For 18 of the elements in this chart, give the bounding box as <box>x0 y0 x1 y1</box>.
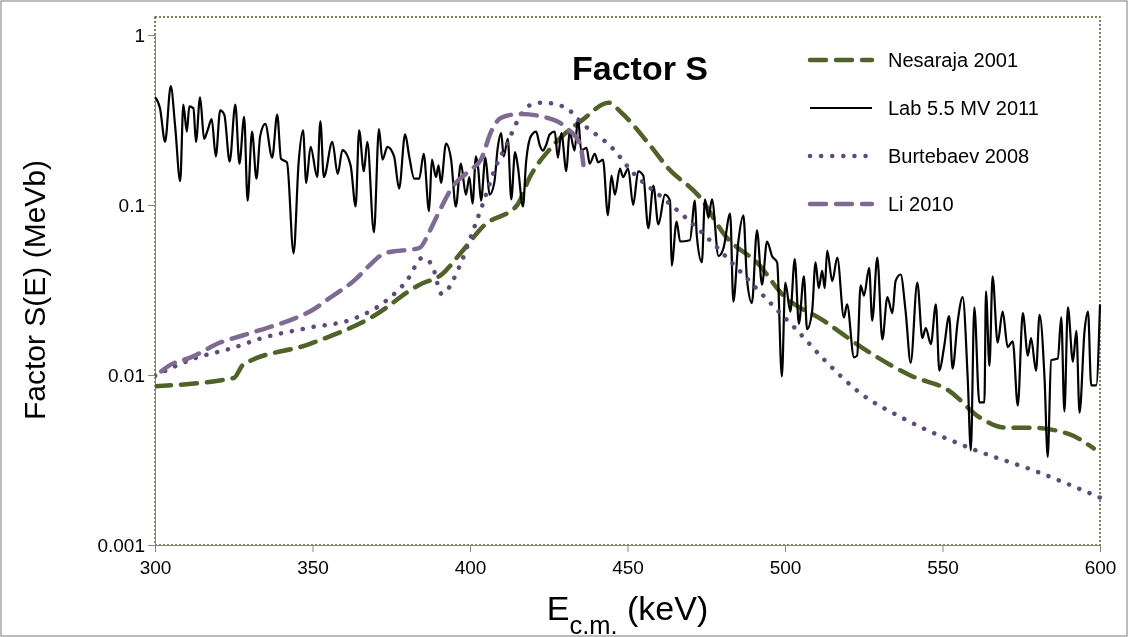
legend-label: Burtebaev 2008 <box>888 145 1030 167</box>
x-tick-label: 550 <box>927 557 959 578</box>
y-tick-label: 0.01 <box>108 364 145 386</box>
x-tick-label: 350 <box>297 557 329 578</box>
legend-label: Li 2010 <box>888 193 954 215</box>
x-tick-label: 300 <box>139 557 172 578</box>
x-tick-label: 400 <box>454 557 487 578</box>
chart-title: Factor S <box>571 49 709 87</box>
x-axis-title: E$_{c.m.}$ (keV) <box>546 589 709 637</box>
x-tick-label: 600 <box>1084 557 1117 578</box>
y-axis-title: Factor S(E) (MeVb) <box>18 159 51 421</box>
legend-label: Nesaraja 2001 <box>888 49 1019 71</box>
y-tick-label: 0.1 <box>118 194 145 216</box>
x-tick-label: 500 <box>769 557 802 578</box>
y-tick-label: 0.001 <box>97 534 145 556</box>
legend-label: Lab 5.5 MV 2011 <box>888 97 1039 119</box>
x-tick-label: 450 <box>612 557 644 578</box>
y-tick-label: 1 <box>134 24 145 46</box>
